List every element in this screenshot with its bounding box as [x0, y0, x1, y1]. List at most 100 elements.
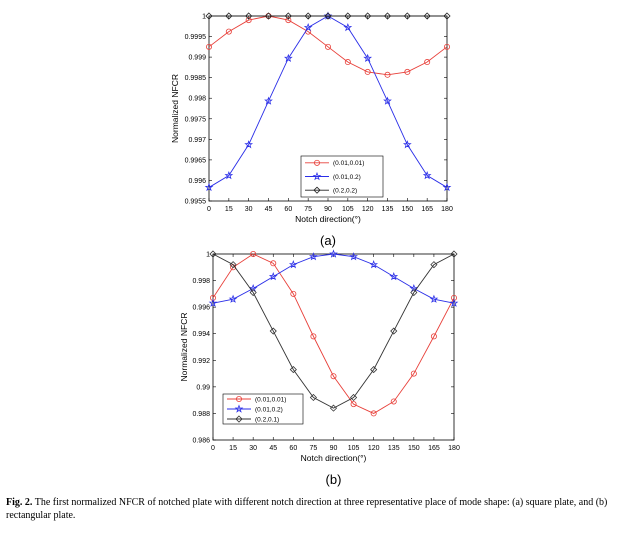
x-tick-label: 60 [289, 445, 297, 452]
x-tick-label: 135 [388, 445, 400, 452]
data-point [225, 12, 233, 20]
data-point [364, 12, 372, 20]
data-point [249, 288, 257, 297]
data-point [288, 260, 298, 269]
x-tick-label: 165 [421, 206, 433, 213]
legend-marker [313, 159, 320, 166]
data-point [443, 43, 450, 50]
data-point [383, 96, 392, 105]
data-point [404, 68, 411, 75]
data-point [389, 272, 399, 281]
data-point [390, 327, 398, 335]
legend-label: (0.01,0.01) [255, 396, 286, 403]
series-line [208, 15, 448, 76]
data-point [310, 333, 317, 340]
x-tick-label: 120 [362, 206, 374, 213]
x-tick-label: 150 [408, 445, 420, 452]
x-tick-label: 90 [324, 206, 332, 213]
data-point [402, 140, 412, 149]
x-tick-label: 75 [304, 206, 312, 213]
legend-label: (0.2,0.2) [333, 188, 357, 195]
data-point [304, 12, 312, 20]
x-tick-label: 45 [265, 206, 273, 213]
x-tick-label: 75 [310, 445, 318, 452]
x-tick-label: 0 [211, 445, 215, 452]
caption-label: Fig. 2. [6, 497, 33, 508]
data-point [384, 71, 391, 78]
panel-label: (a) [320, 233, 336, 248]
y-tick-label: 0.999 [188, 55, 206, 62]
data-point [424, 59, 431, 66]
x-axis-label: Notch direction(°) [301, 453, 367, 463]
x-tick-label: 60 [284, 206, 292, 213]
data-point [350, 401, 357, 408]
data-point [250, 250, 257, 257]
x-tick-label: 180 [441, 206, 453, 213]
x-tick-label: 165 [428, 445, 440, 452]
data-point [309, 252, 318, 261]
y-tick-label: 0.998 [192, 278, 210, 285]
y-tick-label: 0.99 [196, 384, 210, 391]
data-point [442, 182, 452, 192]
x-tick-label: 15 [229, 445, 237, 452]
data-point [284, 12, 292, 20]
x-tick-label: 120 [368, 445, 380, 452]
data-point [225, 28, 232, 35]
data-point [228, 294, 238, 303]
legend-marker [235, 415, 243, 423]
legend-marker [235, 395, 242, 402]
data-point [370, 410, 377, 417]
legend-label: (0.01,0.2) [255, 406, 283, 413]
data-point [430, 261, 438, 269]
data-point [245, 12, 253, 20]
data-point [204, 182, 214, 192]
legend: (0.01,0.01) (0.01,0.2) (0.2,0.2) [300, 155, 384, 198]
x-tick-label: 15 [225, 206, 233, 213]
data-point [224, 170, 234, 180]
data-point [268, 272, 278, 281]
data-point [264, 96, 273, 105]
data-point [410, 370, 417, 377]
x-tick-label: 90 [330, 445, 338, 452]
data-point [349, 252, 358, 261]
series-3 [209, 250, 458, 412]
data-point [229, 261, 237, 269]
data-point [290, 290, 297, 297]
data-point [205, 12, 213, 20]
legend-label: (0.2,0.1) [255, 416, 279, 423]
data-point [303, 22, 313, 32]
y-tick-label: 0.988 [192, 411, 210, 418]
y-tick-label: 0.9955 [185, 199, 207, 206]
y-tick-label: 0.996 [188, 178, 206, 185]
chart-panel-b: 0 15 30 45 60 75 90 105 120 135 150 165 180 0.986 0.98… [179, 249, 460, 487]
legend-marker [312, 171, 322, 181]
caption-text: The first normalized NFCR of notched pla… [6, 497, 608, 521]
data-point [264, 12, 273, 20]
legend-marker [234, 404, 244, 413]
x-tick-label: 105 [342, 206, 354, 213]
data-point [283, 53, 293, 63]
data-point [344, 12, 352, 20]
data-point [289, 366, 297, 374]
data-point [403, 12, 411, 20]
series-line [212, 253, 455, 414]
data-point [369, 260, 379, 269]
panel-label: (b) [326, 472, 342, 487]
y-axis-label: Normalized NFCR [170, 74, 180, 143]
data-point [343, 22, 353, 32]
data-point [410, 288, 418, 297]
data-point [344, 59, 351, 66]
y-tick-label: 0.9965 [185, 157, 207, 164]
data-point [324, 43, 331, 50]
data-point [205, 43, 212, 50]
data-point [383, 12, 392, 20]
x-tick-label: 0 [207, 206, 211, 213]
data-point [208, 298, 218, 307]
x-axis-label: Notch direction(°) [295, 214, 361, 224]
legend-label: (0.01,0.2) [333, 174, 361, 181]
data-point [423, 12, 431, 20]
x-tick-label: 45 [269, 445, 277, 452]
data-point [364, 68, 371, 75]
y-axis-label: Normalized NFCR [179, 313, 189, 382]
